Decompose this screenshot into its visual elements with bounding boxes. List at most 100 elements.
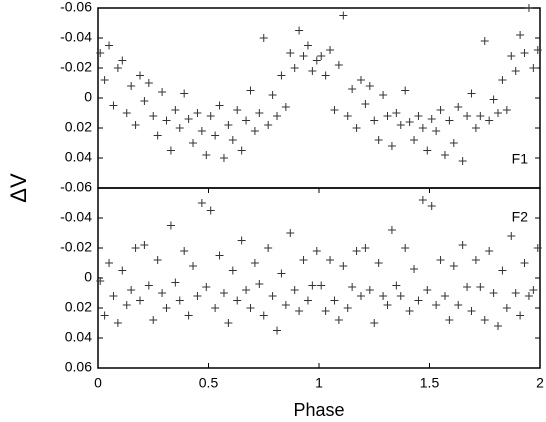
- data-point: [224, 319, 233, 327]
- data-point: [529, 64, 538, 72]
- data-point: [494, 109, 503, 117]
- data-point: [516, 311, 525, 320]
- data-point: [489, 289, 498, 297]
- data-point: [343, 112, 352, 120]
- data-point: [383, 112, 392, 120]
- data-point: [370, 116, 379, 125]
- data-point: [193, 292, 202, 300]
- data-point: [233, 296, 242, 305]
- data-point: [392, 281, 401, 290]
- data-point: [281, 301, 290, 309]
- data-point: [502, 304, 511, 312]
- data-point: [308, 281, 317, 290]
- data-point: [264, 244, 273, 252]
- data-point: [166, 221, 175, 230]
- data-point: [202, 151, 211, 159]
- data-point: [502, 106, 511, 114]
- data-point: [290, 64, 299, 72]
- data-point: [224, 121, 233, 129]
- data-point: [516, 31, 525, 39]
- data-point: [135, 71, 144, 80]
- data-point: [189, 262, 198, 270]
- data-point: [215, 101, 224, 110]
- data-point: [273, 326, 282, 335]
- data-point: [449, 139, 458, 147]
- data-point: [383, 301, 392, 309]
- data-point: [326, 46, 335, 54]
- data-point: [476, 112, 485, 120]
- data-point: [96, 277, 105, 285]
- data-point: [405, 118, 414, 126]
- data-point: [458, 157, 467, 165]
- data-point: [370, 319, 379, 327]
- data-point: [312, 56, 321, 65]
- data-point: [281, 103, 290, 111]
- data-point: [180, 247, 189, 255]
- data-point: [158, 88, 167, 96]
- data-point: [432, 127, 441, 135]
- data-point: [458, 241, 467, 249]
- data-point: [308, 67, 317, 75]
- data-point: [339, 11, 348, 20]
- data-point: [175, 124, 184, 132]
- data-point: [206, 206, 215, 215]
- data-point: [131, 121, 140, 129]
- data-point: [158, 289, 167, 297]
- data-point: [330, 106, 339, 114]
- data-point: [175, 296, 184, 305]
- data-point: [436, 106, 445, 114]
- data-point: [326, 256, 335, 264]
- data-point: [449, 262, 458, 270]
- data-point: [113, 319, 122, 327]
- data-point: [268, 292, 277, 300]
- data-point: [410, 265, 419, 273]
- data-point: [423, 286, 432, 294]
- data-point: [286, 49, 295, 57]
- data-point: [277, 269, 286, 278]
- data-point: [454, 301, 463, 309]
- data-point: [352, 124, 361, 132]
- x-tick-label: 2: [536, 375, 544, 391]
- data-point: [467, 307, 476, 315]
- data-point: [387, 226, 396, 234]
- x-tick-label: 0: [94, 375, 102, 391]
- data-point: [122, 301, 131, 309]
- data-point: [211, 304, 220, 312]
- data-point: [348, 85, 357, 93]
- data-point: [423, 146, 432, 155]
- data-point: [494, 322, 503, 330]
- data-point: [529, 286, 538, 294]
- data-point: [414, 112, 423, 120]
- data-point: [507, 232, 516, 240]
- plot-frame: [97, 7, 541, 189]
- data-point: [365, 286, 374, 294]
- data-point: [520, 49, 529, 57]
- data-point: [361, 100, 370, 108]
- data-point: [445, 116, 454, 125]
- data-point: [180, 89, 189, 98]
- data-point: [339, 262, 348, 270]
- data-point: [215, 251, 224, 260]
- data-point: [533, 244, 542, 252]
- data-point: [498, 76, 507, 84]
- data-point: [219, 154, 228, 162]
- data-point: [445, 316, 454, 324]
- data-point: [418, 196, 427, 204]
- y-tick-label: -0.04: [60, 29, 92, 45]
- data-point: [140, 241, 149, 249]
- data-point: [162, 116, 171, 125]
- data-point: [485, 247, 494, 255]
- data-point: [427, 202, 436, 210]
- y-tick-label: 0.04: [65, 149, 92, 165]
- data-point: [153, 256, 162, 264]
- data-point: [144, 79, 153, 87]
- data-point: [410, 136, 419, 144]
- y-tick-label: -0.02: [60, 239, 92, 255]
- data-point: [105, 41, 114, 50]
- panel-annotation: F2: [512, 209, 529, 225]
- data-point: [127, 82, 136, 90]
- data-point: [524, 4, 533, 12]
- data-point: [392, 109, 401, 117]
- x-tick-label: 1.5: [420, 375, 440, 391]
- data-point: [242, 286, 251, 294]
